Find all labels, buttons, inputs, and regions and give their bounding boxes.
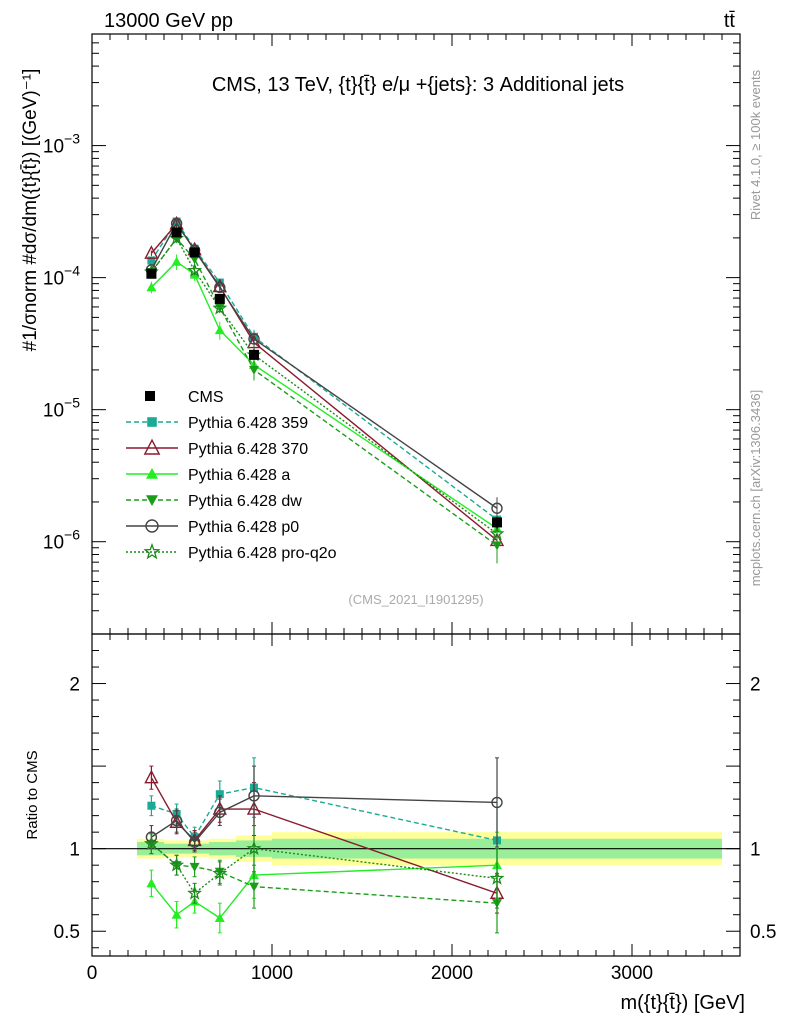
marker-square <box>147 417 157 427</box>
ratio-y-axis-label: Ratio to CMS <box>24 750 41 839</box>
mcplots-label: mcplots.cern.ch [arXiv:1306.3436] <box>748 390 763 587</box>
chart-title: CMS, 13 TeV, {t}{t̄} e/μ +{jets}: 3 Addi… <box>212 74 624 96</box>
ratio-tick-label-right: 1 <box>750 840 761 861</box>
marker-star <box>246 840 262 856</box>
ratio-series-pythia-6-428-pro-q2o <box>143 825 505 909</box>
marker-star <box>169 857 185 872</box>
marker-data <box>146 268 157 279</box>
axes: 0 1000 2000 3000 10−3 10−4 10−5 10−6 0.5 0.5 1 1 2 2 <box>43 33 776 984</box>
x-axis-label: m({t}{t̄}) [GeV] <box>620 992 745 1014</box>
ratio-tick-label-left: 2 <box>69 675 80 696</box>
legend-label: Pythia 6.428 370 <box>188 441 308 458</box>
ratio-line <box>150 777 498 894</box>
marker-circle-open <box>248 333 260 345</box>
marker-circle-open <box>170 814 183 827</box>
marker-star <box>489 870 505 885</box>
marker-circle-open <box>214 806 226 819</box>
x-tick-label: 1000 <box>251 963 293 984</box>
marker-data <box>145 391 155 401</box>
legend-label: Pythia 6.428 pro-q2o <box>188 545 337 562</box>
ratio-plot-series <box>143 757 505 934</box>
ratio-line <box>150 843 498 895</box>
ratio-frame <box>91 633 741 957</box>
ratio-tick-label-left: 0.5 <box>54 922 80 943</box>
legend-label: Pythia 6.428 359 <box>188 415 308 432</box>
marker-circle-open <box>214 281 226 294</box>
marker-square <box>147 801 156 810</box>
main-plot-series <box>143 215 505 564</box>
marker-data <box>189 247 200 258</box>
marker-data <box>492 517 502 528</box>
series-cms-data <box>146 227 502 529</box>
series-line <box>150 222 498 509</box>
marker-star <box>489 525 505 541</box>
y-tick-label: 10−5 <box>43 395 80 422</box>
legend-label: Pythia 6.428 a <box>188 467 290 484</box>
marker-triangle-open <box>144 769 159 784</box>
marker-circle-open <box>188 836 201 848</box>
process-label: tt̄ <box>724 10 736 32</box>
marker-triangle <box>171 909 182 919</box>
legend-label: Pythia 6.428 dw <box>188 493 302 510</box>
marker-data <box>249 349 259 360</box>
legend-label: Pythia 6.428 p0 <box>188 519 299 536</box>
marker-triangle-open <box>144 245 159 259</box>
marker-circle-open <box>145 519 159 533</box>
marker-triangle-down <box>249 365 259 375</box>
legend-label: CMS <box>188 389 224 406</box>
rivet-label: Rivet 4.1.0, ≥ 100k events <box>748 69 763 220</box>
x-tick-label: 0 <box>87 963 98 984</box>
x-tick-label: 3000 <box>611 963 653 984</box>
marker-triangle-down <box>249 882 259 892</box>
y-tick-label: 10−6 <box>43 527 80 554</box>
marker-triangle-down <box>189 862 200 872</box>
ratio-tick-label-right: 2 <box>750 675 761 696</box>
ratio-tick-label-left: 1 <box>69 840 80 861</box>
marker-star <box>143 542 161 560</box>
series-line <box>150 260 498 530</box>
marker-triangle-open <box>212 278 227 293</box>
y-axis-label: #1/σnorm #dσ/dm({t}{t̄}) [(GeV)⁻¹] <box>20 69 41 352</box>
main-frame <box>91 33 741 635</box>
marker-triangle-open <box>143 438 161 455</box>
marker-triangle <box>171 256 182 266</box>
marker-square <box>147 256 156 265</box>
marker-triangle <box>146 878 157 888</box>
marker-triangle-down <box>146 495 158 506</box>
x-tick-label: 2000 <box>431 963 473 984</box>
legend: CMS Pythia 6.428 359 Pythia 6.428 370 Pythi… <box>126 389 337 562</box>
marker-square <box>215 790 224 799</box>
analysis-id: (CMS_2021_I1901295) <box>348 592 483 607</box>
marker-star <box>143 835 159 851</box>
marker-triangle <box>146 282 157 292</box>
ratio-line <box>150 864 498 919</box>
marker-triangle <box>214 913 225 923</box>
ratio-tick-label-right: 0.5 <box>750 922 776 943</box>
marker-star <box>212 865 228 880</box>
marker-circle-open <box>491 796 503 809</box>
marker-star <box>187 885 203 900</box>
ratio-uncertainty-bands <box>92 832 740 866</box>
y-tick-label: 10−3 <box>43 131 80 158</box>
series-pythia-6-428-359 <box>147 217 501 532</box>
marker-data <box>171 227 182 238</box>
energy-label: 13000 GeV pp <box>104 10 233 32</box>
marker-triangle <box>214 325 225 335</box>
marker-triangle <box>146 468 158 479</box>
marker-circle-open <box>491 502 503 514</box>
series-line <box>150 237 498 535</box>
marker-star <box>187 262 203 277</box>
y-tick-label: 10−4 <box>43 263 80 290</box>
ratio-line <box>151 786 498 842</box>
marker-circle-open <box>248 790 260 802</box>
marker-data <box>214 293 225 304</box>
marker-star <box>212 300 228 315</box>
